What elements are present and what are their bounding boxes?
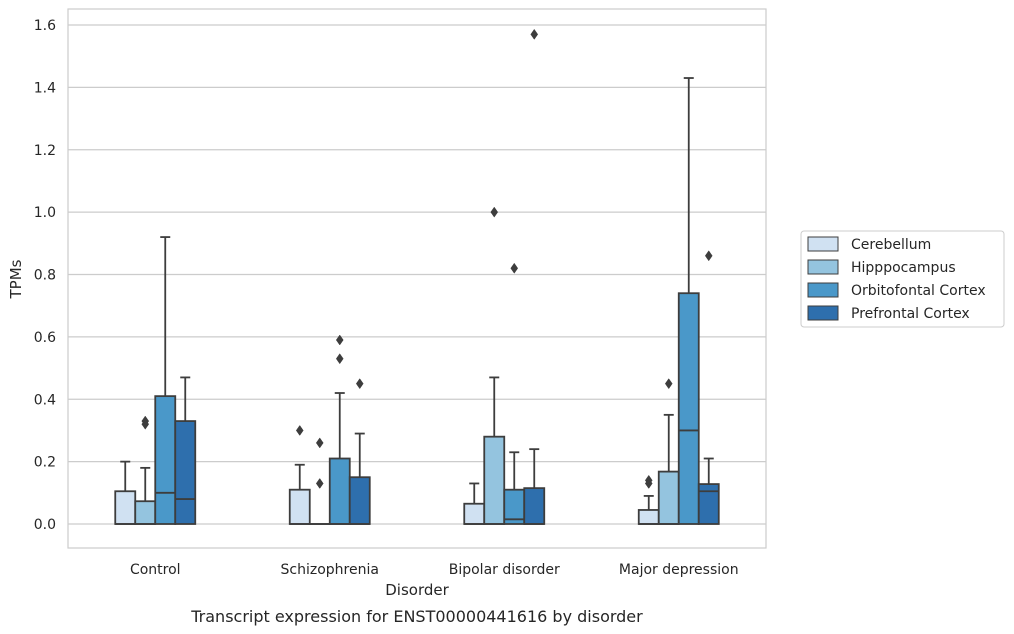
- legend-label: Orbitofontal Cortex: [851, 283, 986, 299]
- box-orbitofontal-cortex: [328, 334, 351, 525]
- box-body: [463, 502, 486, 525]
- x-tick-label: Major depression: [619, 562, 739, 578]
- y-tick-label: 0.2: [34, 455, 56, 471]
- box-body: [114, 490, 137, 525]
- legend-swatch: [807, 259, 839, 275]
- y-axis-label: TPMs: [7, 259, 25, 299]
- box-orbitofontal-cortex: [503, 262, 526, 525]
- box-plot-boxes: [114, 28, 720, 525]
- box-body: [657, 470, 680, 525]
- x-axis-label: Disorder: [385, 581, 449, 599]
- box-cerebellum: [114, 460, 137, 525]
- box-body: [677, 292, 700, 525]
- legend-swatch: [807, 305, 839, 321]
- legend-swatch: [807, 236, 839, 252]
- box-body: [697, 483, 720, 525]
- y-tick-label: 1.0: [34, 205, 56, 221]
- outlier-point: [335, 334, 344, 346]
- outlier-point: [530, 28, 539, 40]
- outlier-point: [510, 262, 519, 274]
- outlier-point: [295, 425, 304, 436]
- box-body: [328, 457, 351, 525]
- legend-frame: [800, 230, 1005, 328]
- y-tick-label: 0.8: [34, 268, 56, 284]
- box-cerebellum: [288, 425, 311, 525]
- x-tick-label: Bipolar disorder: [449, 562, 560, 578]
- legend-label: Cerebellum: [851, 237, 931, 253]
- box-prefrontal-cortex: [523, 28, 546, 525]
- y-tick-label: 1.4: [34, 80, 56, 96]
- y-tick-label: 1.2: [34, 143, 56, 159]
- box-hipppocampus: [134, 415, 157, 525]
- box-orbitofontal-cortex: [154, 236, 177, 525]
- y-tick-label: 0.4: [34, 392, 56, 408]
- box-body: [348, 476, 371, 525]
- box-body: [637, 509, 660, 525]
- box-prefrontal-cortex: [348, 378, 371, 525]
- box-body: [288, 488, 311, 525]
- y-axis-ticks: 0.0 0.2 0.4 0.6 0.8 1.0 1.2 1.4 1.6: [34, 18, 56, 533]
- legend-label: Hipppocampus: [851, 260, 956, 276]
- figure-caption: Transcript expression for ENST0000044161…: [190, 607, 643, 626]
- box-cerebellum: [463, 482, 486, 525]
- outlier-point: [315, 478, 324, 489]
- box-hipppocampus: [657, 378, 680, 525]
- box-body: [483, 435, 506, 525]
- box-hipppocampus: [483, 206, 506, 525]
- y-tick-label: 0.6: [34, 330, 56, 346]
- outlier-point: [704, 250, 713, 262]
- outlier-point: [315, 437, 324, 449]
- outlier-point: [355, 378, 364, 390]
- box-prefrontal-cortex: [697, 250, 720, 525]
- outlier-point: [490, 206, 499, 218]
- box-body: [154, 395, 177, 525]
- y-tick-label: 0.0: [34, 517, 56, 533]
- outlier-point: [141, 415, 150, 427]
- legend-items: Cerebellum Hipppocampus Orbitofontal Corte…: [807, 236, 986, 322]
- box-orbitofontal-cortex: [677, 77, 700, 525]
- outlier-point: [335, 353, 344, 365]
- legend-swatch: [807, 282, 839, 298]
- box-cerebellum: [637, 474, 660, 525]
- box-body: [174, 420, 197, 525]
- plot-frame: [67, 8, 767, 549]
- legend-label: Prefrontal Cortex: [851, 306, 970, 322]
- outlier-point: [664, 378, 673, 390]
- box-prefrontal-cortex: [174, 376, 197, 525]
- outlier-point: [644, 474, 653, 486]
- box-hipppocampus: [308, 437, 331, 525]
- x-axis-ticks: Control Schizophrenia Bipolar disorder Majo…: [130, 562, 739, 578]
- x-tick-label: Control: [130, 562, 181, 578]
- legend: Cerebellum Hipppocampus Orbitofontal Corte…: [800, 230, 1005, 328]
- y-tick-label: 1.6: [34, 18, 56, 34]
- x-tick-label: Schizophrenia: [281, 562, 379, 578]
- box-body: [134, 500, 157, 525]
- box-body: [523, 487, 546, 525]
